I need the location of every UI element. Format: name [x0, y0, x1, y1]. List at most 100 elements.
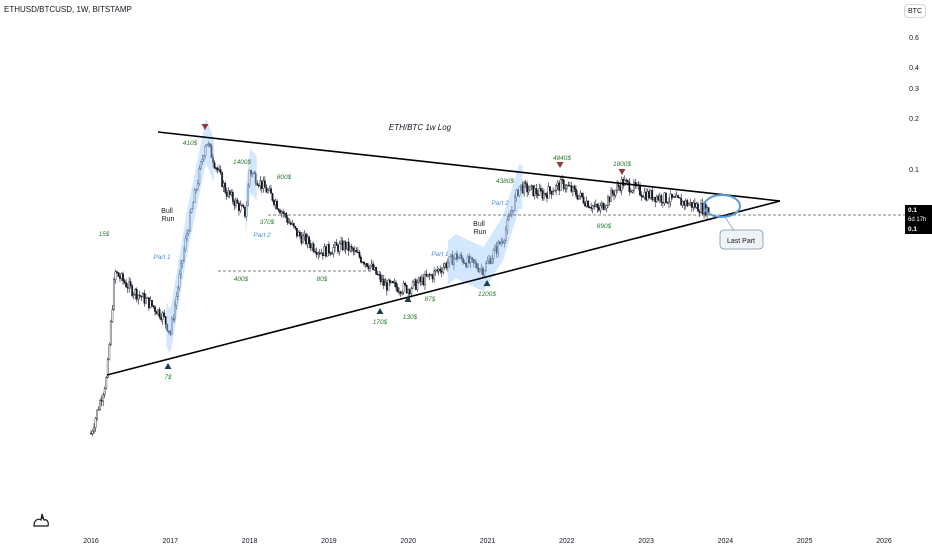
candle-body	[614, 189, 617, 196]
x-tick-label: 2024	[718, 538, 734, 545]
part-2-label-left: Part 2	[253, 232, 271, 239]
price-label: 1400$	[233, 159, 251, 166]
candle-body	[158, 309, 161, 318]
candle-body	[660, 195, 663, 203]
candle-body	[331, 253, 333, 255]
candle-body	[570, 185, 573, 192]
candle-body	[677, 195, 680, 198]
bull-run-1-line2: Run	[162, 216, 175, 223]
price-label: 4840$	[553, 155, 571, 162]
candle-body	[668, 201, 670, 204]
candle-body	[213, 162, 216, 169]
lower-trendline[interactable]	[106, 200, 781, 376]
candle-body	[299, 232, 301, 237]
candle-body	[242, 205, 245, 208]
candle-body	[97, 409, 100, 411]
top-marker-icon	[201, 124, 209, 130]
candle-body	[561, 179, 564, 181]
candle-body	[596, 204, 599, 208]
callout-pointer	[724, 216, 736, 233]
candle-body	[146, 297, 149, 299]
candle-body	[236, 199, 239, 204]
candle-body	[402, 283, 405, 293]
candle-body	[180, 262, 182, 275]
candle-body	[367, 266, 370, 269]
candle-body	[680, 198, 683, 206]
candle-body	[421, 277, 423, 282]
candle-body	[111, 309, 114, 322]
candle-body	[315, 252, 318, 255]
candle-body	[694, 202, 696, 208]
candle-body	[608, 196, 611, 202]
candle-body	[507, 216, 510, 220]
candle-body	[645, 191, 648, 201]
candle-body	[230, 192, 233, 195]
candle-body	[300, 235, 303, 244]
candle-body	[218, 169, 220, 171]
candle-body	[430, 274, 432, 276]
candle-body	[657, 196, 660, 201]
candle-body	[178, 274, 181, 289]
candle-body	[616, 184, 619, 191]
candle-body	[413, 279, 416, 282]
candle-body	[576, 194, 579, 200]
candle-body	[681, 201, 684, 206]
target-circle[interactable]	[703, 194, 741, 218]
candle-body	[428, 274, 431, 276]
candle-body	[318, 252, 321, 255]
candle-body	[558, 182, 561, 191]
candle-body	[393, 282, 396, 284]
candle-body	[527, 190, 530, 193]
candle-body	[282, 211, 285, 214]
candle-body	[239, 204, 242, 211]
candle-body	[257, 185, 260, 187]
candle-body	[294, 226, 297, 229]
bull-run-highlight	[166, 118, 214, 353]
candle-body	[96, 409, 99, 419]
candle-body	[280, 211, 283, 214]
candle-body	[532, 185, 535, 197]
candle-body	[273, 200, 275, 205]
candle-body	[674, 196, 676, 198]
candle-body	[535, 188, 538, 195]
candle-body	[358, 251, 361, 258]
candle-body	[416, 282, 419, 290]
last-part-callout[interactable]	[719, 229, 764, 250]
candle-body	[112, 279, 115, 310]
candle-body	[102, 394, 105, 402]
candle-body	[248, 170, 251, 186]
candle-body	[387, 279, 390, 291]
candle-body	[276, 201, 278, 210]
candle-body	[90, 433, 92, 435]
candle-body	[607, 196, 609, 206]
candle-body	[585, 200, 588, 207]
price-tag-middle: 6d 17h	[908, 217, 926, 223]
candle-body	[433, 270, 436, 280]
x-tick-label: 2026	[876, 538, 892, 545]
upper-trendline[interactable]	[157, 131, 781, 202]
candle-body	[222, 182, 225, 188]
candle-body	[355, 250, 358, 253]
x-axis: 2016 2017 2018 2019 2020 2021 2022 2023 2024 2025…	[83, 538, 892, 545]
candle-body	[263, 180, 266, 188]
candle-body	[559, 179, 562, 191]
candle-body	[352, 248, 355, 252]
price-label: 130$	[403, 314, 418, 321]
candle-body	[292, 223, 295, 227]
candle-body	[405, 284, 408, 294]
candle-body	[448, 256, 451, 264]
candle-body	[338, 243, 341, 252]
currency-button[interactable]: BTC	[904, 4, 926, 18]
candle-body	[619, 186, 622, 191]
candle-body	[538, 188, 541, 196]
price-label: 15$	[99, 231, 110, 238]
candle-body	[317, 252, 320, 255]
candle-body	[238, 203, 240, 211]
candle-body	[384, 282, 387, 286]
y-tick-label: 0.2	[909, 116, 919, 123]
price-tag-top: 0.1	[908, 207, 917, 214]
candle-body	[308, 236, 310, 245]
candle-body	[536, 193, 539, 196]
candle-body	[143, 293, 146, 304]
